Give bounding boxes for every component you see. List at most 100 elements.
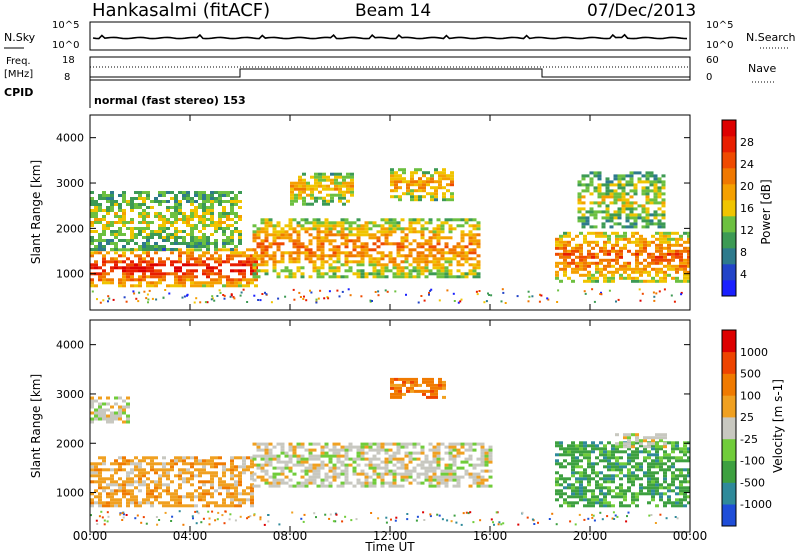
echo-cell <box>264 269 269 273</box>
echo-cell <box>268 484 273 488</box>
echo-cell <box>583 495 587 499</box>
echo-speck <box>182 523 185 526</box>
echo-cell <box>138 281 142 285</box>
echo-cell <box>122 251 126 255</box>
echo-cell <box>158 492 162 496</box>
echo-cell <box>408 475 413 479</box>
echo-cell <box>324 272 329 276</box>
echo-cell <box>615 267 619 271</box>
echo-cell <box>178 200 182 203</box>
echo-cell <box>615 240 619 244</box>
echo-cell <box>661 192 666 196</box>
echo-cell <box>468 475 473 479</box>
echo-cell <box>436 227 441 231</box>
echo-cell <box>679 480 683 484</box>
echo-cell <box>316 233 321 237</box>
echo-cell <box>210 218 214 221</box>
echo-cell <box>284 266 289 270</box>
echo-cell <box>661 198 666 202</box>
echo-cell <box>102 209 106 212</box>
echo-cell <box>380 466 385 470</box>
echo-cell <box>150 230 154 233</box>
echo-cell <box>430 377 434 381</box>
echo-cell <box>122 221 126 224</box>
echo-cell <box>416 481 421 485</box>
echo-cell <box>360 469 365 473</box>
echo-cell <box>428 466 433 470</box>
echo-speck <box>293 298 296 301</box>
echo-speck <box>200 521 203 524</box>
echo-cell <box>392 451 397 455</box>
echo-cell <box>166 227 170 230</box>
echo-cell <box>114 221 118 224</box>
echo-cell <box>328 454 333 458</box>
echo-cell <box>444 484 449 488</box>
echo-cell <box>304 484 309 488</box>
echo-speck <box>654 522 657 524</box>
echo-cell <box>94 203 98 206</box>
echo-cell <box>250 459 254 463</box>
echo-speck <box>324 513 327 516</box>
echo-speck <box>284 295 287 298</box>
echo-cell <box>603 480 607 484</box>
echo-cell <box>350 184 354 188</box>
echo-cell <box>256 275 261 279</box>
echo-cell <box>464 257 469 261</box>
echo-cell <box>591 468 595 472</box>
echo-cell <box>246 278 250 282</box>
echo-cell <box>182 495 186 499</box>
echo-speck <box>547 298 550 301</box>
echo-cell <box>106 194 110 197</box>
echo-cell <box>567 495 571 499</box>
echo-speck <box>121 512 124 515</box>
echo-cell <box>607 441 611 445</box>
echo-cell <box>122 480 126 484</box>
echo-cell <box>601 210 606 214</box>
echo-cell <box>210 456 214 460</box>
echo-cell <box>316 224 321 228</box>
echo-cell <box>296 242 301 246</box>
echo-cell <box>150 480 154 484</box>
echo-cell <box>250 471 254 475</box>
echo-cell <box>392 224 397 228</box>
echo-cell <box>268 463 273 467</box>
echo-cell <box>579 483 583 487</box>
echo-cell <box>484 448 489 452</box>
echo-cell <box>336 472 341 476</box>
echo-cell <box>404 257 409 261</box>
echo-cell <box>623 489 627 493</box>
echo-cell <box>488 469 493 473</box>
echo-cell <box>663 504 667 508</box>
echo-cell <box>384 463 389 467</box>
echo-cell <box>615 231 619 235</box>
echo-cell <box>210 459 214 463</box>
echo-cell <box>687 489 690 493</box>
echo-cell <box>599 486 603 490</box>
echo-cell <box>146 281 150 285</box>
echo-speck <box>278 523 281 526</box>
echo-cell <box>142 468 146 472</box>
echo-cell <box>426 177 430 181</box>
echo-cell <box>110 405 114 409</box>
echo-cell <box>264 227 269 231</box>
echo-cell <box>154 272 158 276</box>
echo-cell <box>190 224 194 227</box>
echo-cell <box>222 191 226 194</box>
echo-cell <box>142 248 146 251</box>
echo-cell <box>336 475 341 479</box>
echo-cell <box>406 386 410 390</box>
echo-cell <box>226 239 230 242</box>
echo-cell <box>456 269 461 273</box>
echo-cell <box>230 284 234 288</box>
echo-speck <box>665 517 668 520</box>
echo-cell <box>230 471 234 475</box>
echo-cell <box>198 492 202 496</box>
echo-cell <box>308 478 313 482</box>
echo-cell <box>118 260 122 264</box>
echo-cell <box>210 471 214 475</box>
echo-cell <box>444 260 449 264</box>
echo-cell <box>150 492 154 496</box>
echo-cell <box>448 442 453 446</box>
echo-cell <box>252 454 257 458</box>
